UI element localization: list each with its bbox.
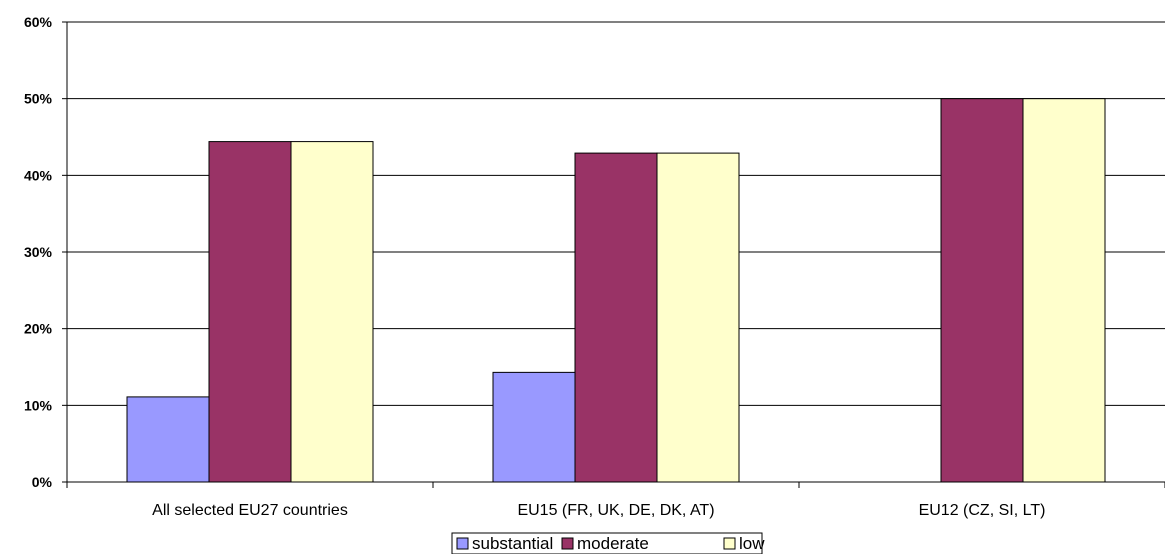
bar-moderate	[940, 98, 1024, 483]
legend-label-low: low	[739, 534, 765, 553]
x-tick-labels: All selected EU27 countries EU15 (FR, UK,…	[152, 502, 1045, 519]
y-tick-label: 30%	[24, 244, 53, 260]
legend-label-moderate: moderate	[577, 534, 649, 553]
y-tick-label: 40%	[24, 167, 53, 183]
bar-moderate	[574, 152, 658, 483]
bars	[126, 98, 1106, 483]
x-tick-label: All selected EU27 countries	[152, 502, 348, 519]
y-tick-label: 20%	[24, 321, 53, 337]
axes	[62, 21, 1165, 488]
bar-moderate	[208, 141, 292, 483]
bar-substantial	[126, 396, 210, 483]
y-tick-label: 0%	[32, 474, 53, 490]
y-tick-label: 10%	[24, 397, 53, 413]
bar-low	[656, 152, 740, 483]
y-tick-label: 60%	[24, 14, 53, 30]
legend-box	[451, 532, 763, 554]
x-tick-label: EU12 (CZ, SI, LT)	[919, 502, 1046, 519]
bar-low	[1022, 98, 1106, 483]
legend-swatch-substantial	[456, 537, 469, 550]
x-tick-label: EU15 (FR, UK, DE, DK, AT)	[517, 502, 714, 519]
legend-swatch-low	[723, 537, 736, 550]
legend-swatch-moderate	[561, 537, 574, 550]
y-tick-labels: 0% 10% 20% 30% 40% 50% 60%	[24, 14, 53, 490]
legend-label-substantial: substantial	[472, 534, 553, 553]
bar-low	[290, 141, 374, 483]
legend: substantial moderate low	[451, 532, 765, 554]
bar-substantial	[492, 371, 576, 483]
y-tick-label: 50%	[24, 91, 53, 107]
